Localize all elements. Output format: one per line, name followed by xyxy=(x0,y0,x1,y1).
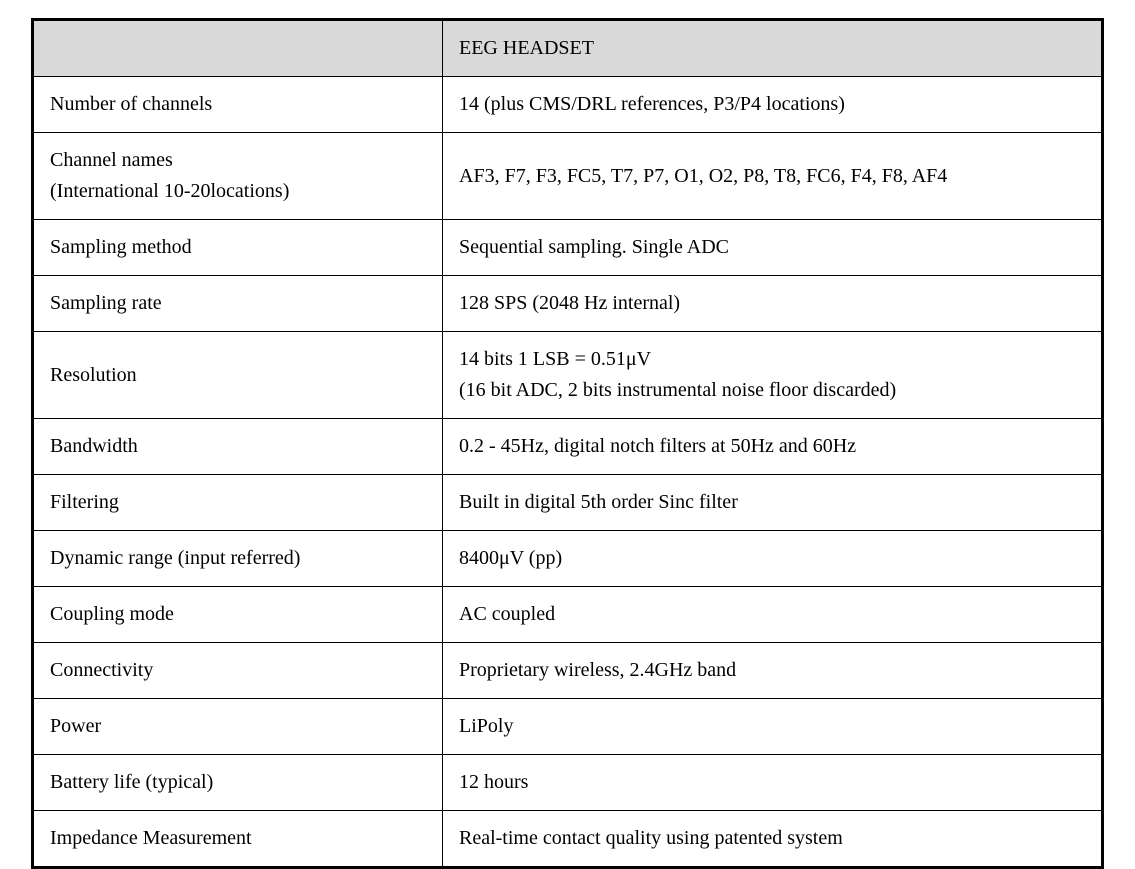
table-header-row: EEG HEADSET xyxy=(33,20,1103,77)
spec-label: Connectivity xyxy=(33,643,443,699)
spec-value: 12 hours xyxy=(443,755,1103,811)
spec-value: LiPoly xyxy=(443,699,1103,755)
table-row: Channel names (International 10-20locati… xyxy=(33,133,1103,220)
spec-value: 14 (plus CMS/DRL references, P3/P4 locat… xyxy=(443,77,1103,133)
table-header-empty xyxy=(33,20,443,77)
spec-label: Dynamic range (input referred) xyxy=(33,531,443,587)
spec-value-subline: (16 bit ADC, 2 bits instrumental noise f… xyxy=(459,375,1085,406)
table-row: Dynamic range (input referred) 8400μV (p… xyxy=(33,531,1103,587)
spec-value: Built in digital 5th order Sinc filter xyxy=(443,475,1103,531)
spec-label-line: Channel names xyxy=(50,145,426,176)
spec-label: Coupling mode xyxy=(33,587,443,643)
spec-value: 0.2 - 45Hz, digital notch filters at 50H… xyxy=(443,419,1103,475)
spec-label: Impedance Measurement xyxy=(33,811,443,868)
spec-label: Resolution xyxy=(33,332,443,419)
spec-value: AF3, F7, F3, FC5, T7, P7, O1, O2, P8, T8… xyxy=(443,133,1103,220)
table-row: Sampling method Sequential sampling. Sin… xyxy=(33,220,1103,276)
table-row: Filtering Built in digital 5th order Sin… xyxy=(33,475,1103,531)
spec-value: Real-time contact quality using patented… xyxy=(443,811,1103,868)
spec-table: EEG HEADSET Number of channels 14 (plus … xyxy=(31,18,1104,869)
spec-value: 8400μV (pp) xyxy=(443,531,1103,587)
spec-label-subline: (International 10-20locations) xyxy=(50,176,426,207)
table-row: Power LiPoly xyxy=(33,699,1103,755)
spec-label: Number of channels xyxy=(33,77,443,133)
spec-value: AC coupled xyxy=(443,587,1103,643)
spec-value: Sequential sampling. Single ADC xyxy=(443,220,1103,276)
spec-value: 128 SPS (2048 Hz internal) xyxy=(443,276,1103,332)
spec-label: Sampling rate xyxy=(33,276,443,332)
table-row: Sampling rate 128 SPS (2048 Hz internal) xyxy=(33,276,1103,332)
table-row: Impedance Measurement Real-time contact … xyxy=(33,811,1103,868)
spec-label: Bandwidth xyxy=(33,419,443,475)
spec-label: Sampling method xyxy=(33,220,443,276)
spec-label: Channel names (International 10-20locati… xyxy=(33,133,443,220)
spec-value: 14 bits 1 LSB = 0.51μV (16 bit ADC, 2 bi… xyxy=(443,332,1103,419)
spec-label: Power xyxy=(33,699,443,755)
table-row: Resolution 14 bits 1 LSB = 0.51μV (16 bi… xyxy=(33,332,1103,419)
table-header-title: EEG HEADSET xyxy=(443,20,1103,77)
table-row: Battery life (typical) 12 hours xyxy=(33,755,1103,811)
spec-label: Filtering xyxy=(33,475,443,531)
table-row: Connectivity Proprietary wireless, 2.4GH… xyxy=(33,643,1103,699)
table-row: Bandwidth 0.2 - 45Hz, digital notch filt… xyxy=(33,419,1103,475)
table-row: Number of channels 14 (plus CMS/DRL refe… xyxy=(33,77,1103,133)
spec-label: Battery life (typical) xyxy=(33,755,443,811)
table-row: Coupling mode AC coupled xyxy=(33,587,1103,643)
spec-value: Proprietary wireless, 2.4GHz band xyxy=(443,643,1103,699)
spec-value-line: 14 bits 1 LSB = 0.51μV xyxy=(459,344,1085,375)
